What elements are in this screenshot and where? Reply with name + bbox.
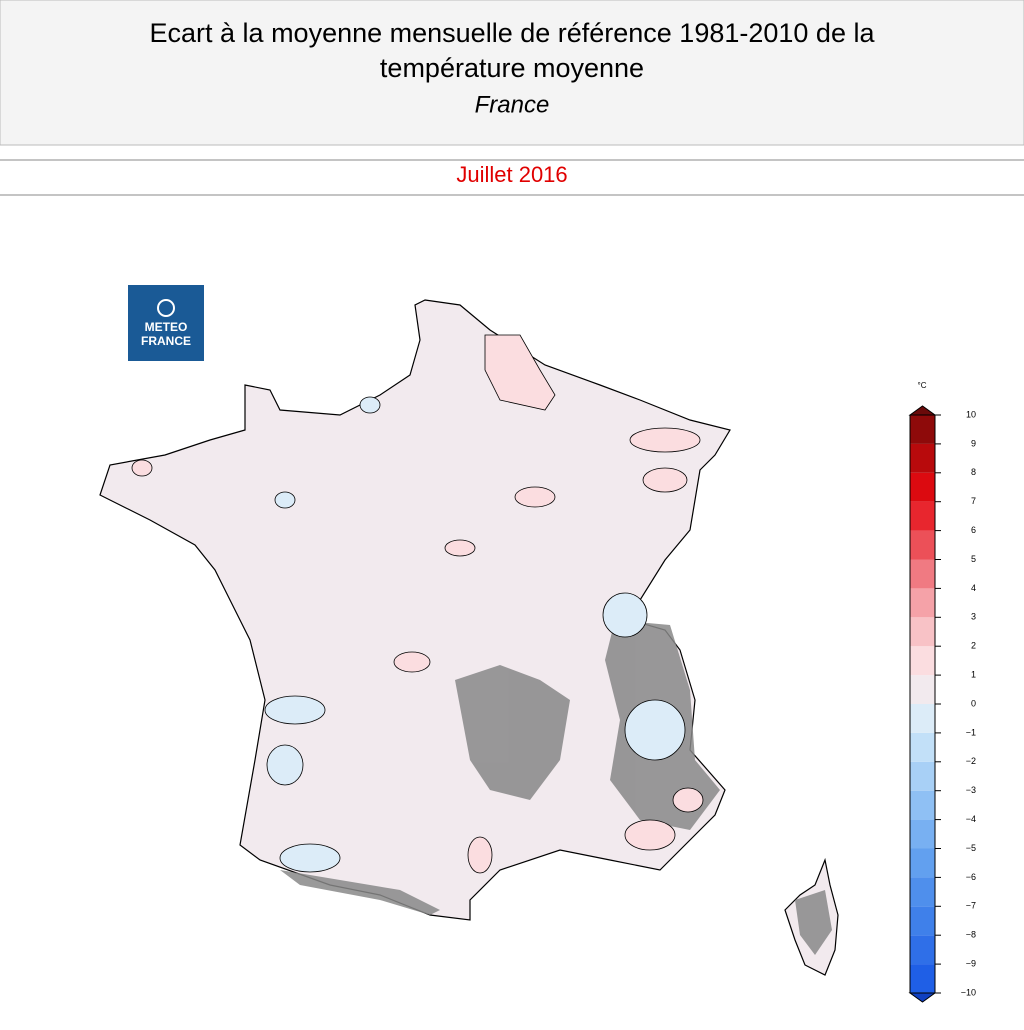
colorbar-band bbox=[910, 906, 935, 936]
logo bbox=[128, 285, 204, 361]
colorbar-tick-label: 8 bbox=[971, 467, 976, 477]
map bbox=[99, 299, 839, 976]
colorbar-band bbox=[910, 472, 935, 502]
colorbar-band bbox=[910, 501, 935, 531]
colorbar-band bbox=[910, 761, 935, 791]
colorbar-band bbox=[910, 964, 935, 993]
colorbar-band bbox=[910, 935, 935, 965]
colorbar-band bbox=[910, 732, 935, 762]
logo-text: METEO bbox=[145, 320, 188, 334]
warm-zones bbox=[131, 334, 704, 874]
colorbar-band bbox=[910, 646, 935, 676]
colorbar-band bbox=[910, 617, 935, 647]
colorbar-tick-label: −6 bbox=[966, 872, 976, 882]
colorbar-band bbox=[910, 848, 935, 878]
warm-zone bbox=[672, 787, 704, 813]
colorbar-tick-label: −2 bbox=[966, 756, 976, 766]
colorbar-band bbox=[910, 588, 935, 618]
colorbar-tick-label: 10 bbox=[966, 409, 976, 419]
title-line: température moyenne bbox=[380, 53, 644, 83]
colorbar-band bbox=[910, 443, 935, 473]
warm-zone bbox=[467, 836, 493, 874]
warm-zone bbox=[484, 334, 556, 411]
warm-zone bbox=[393, 651, 431, 673]
colorbar-tick-label: −8 bbox=[966, 930, 976, 940]
colorbar-tick-label: −1 bbox=[966, 727, 976, 737]
title-line: Ecart à la moyenne mensuelle de référenc… bbox=[150, 18, 876, 48]
colorbar-band bbox=[910, 790, 935, 820]
header-box bbox=[0, 0, 1024, 146]
cold-zones bbox=[264, 396, 686, 873]
warm-zone bbox=[629, 427, 701, 453]
colorbar-tick-label: 6 bbox=[971, 525, 976, 535]
colorbar-tick-label: −7 bbox=[966, 901, 976, 911]
colorbar-tick-label: 7 bbox=[971, 496, 976, 506]
colorbar-band bbox=[910, 704, 935, 733]
colorbar-tick-label: 9 bbox=[971, 438, 976, 448]
colorbar-tick-label: 5 bbox=[971, 554, 976, 564]
pyrenees bbox=[280, 870, 440, 915]
colorbar-band bbox=[910, 675, 935, 704]
colorbar-tick-label: −10 bbox=[961, 987, 976, 997]
cold-zone bbox=[624, 699, 686, 761]
colorbar-unit: °C bbox=[918, 381, 927, 390]
colorbar-band bbox=[910, 819, 935, 849]
warm-zone bbox=[514, 486, 556, 508]
colorbar-tick-label: −4 bbox=[966, 814, 976, 824]
colorbar-tick-label: −3 bbox=[966, 785, 976, 795]
logo-icon bbox=[157, 299, 175, 317]
warm-zone bbox=[642, 467, 688, 493]
colorbar-band bbox=[910, 415, 935, 444]
colorbar-tick-label: 2 bbox=[971, 641, 976, 651]
cold-zone bbox=[279, 843, 341, 873]
warm-zone bbox=[444, 539, 476, 557]
logo-text: FRANCE bbox=[141, 334, 191, 348]
colorbar-tick-label: −9 bbox=[966, 958, 976, 968]
cold-zone bbox=[266, 744, 304, 786]
colorbar-tick-label: 3 bbox=[971, 612, 976, 622]
cold-zone bbox=[264, 695, 326, 725]
colorbar-band bbox=[910, 559, 935, 589]
warm-zone bbox=[131, 459, 153, 477]
colorbar-tick-label: 1 bbox=[971, 669, 976, 679]
colorbar-band bbox=[910, 877, 935, 907]
warm-zone bbox=[624, 819, 676, 851]
colorbar-tick-label: −5 bbox=[966, 843, 976, 853]
france-outline bbox=[99, 299, 731, 921]
colorbar-band bbox=[910, 530, 935, 560]
cold-zone bbox=[359, 396, 381, 414]
colorbar-tick-label: 4 bbox=[971, 583, 976, 593]
period: Juillet 2016 bbox=[456, 162, 567, 187]
massif-central bbox=[455, 665, 570, 800]
cold-zone bbox=[602, 592, 648, 638]
corsica-relief bbox=[795, 890, 832, 955]
colorbar-low bbox=[908, 992, 937, 1003]
subtitle: France bbox=[475, 91, 550, 118]
colorbar-tick-label: 0 bbox=[971, 698, 976, 708]
cold-zone bbox=[274, 491, 296, 509]
colorbar-high bbox=[908, 405, 937, 416]
